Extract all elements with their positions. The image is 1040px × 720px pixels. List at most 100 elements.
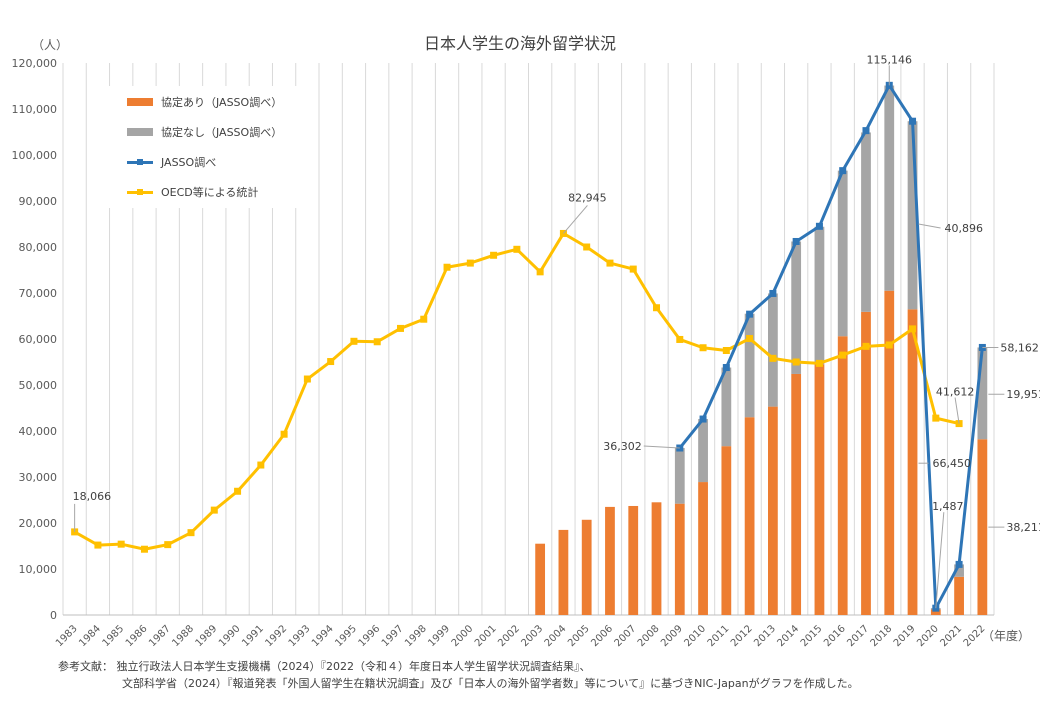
x-tick-label: 1995 [333, 623, 359, 649]
chart-title: 日本人学生の海外留学状況 [423, 34, 616, 53]
y-tick-label: 40,000 [19, 425, 58, 438]
jasso-point [699, 415, 707, 423]
x-tick-label: 1985 [101, 623, 127, 649]
oecd-point [815, 359, 823, 367]
data-label: 66,450 [933, 457, 972, 470]
bar-no-agreement [814, 226, 825, 365]
x-tick-label: 1988 [170, 623, 196, 649]
x-tick-label: 2009 [659, 623, 685, 649]
y-tick-label: 60,000 [19, 333, 58, 346]
data-label: 82,945 [568, 191, 607, 204]
y-tick-label: 110,000 [12, 103, 58, 116]
x-tick-label: 1992 [263, 623, 289, 649]
oecd-point [653, 304, 661, 312]
bar-agreement [698, 482, 708, 615]
jasso-point [955, 560, 963, 568]
data-label: 38,211 [1006, 521, 1040, 534]
y-axis-unit: （人） [32, 38, 69, 52]
x-tick-label: 2022 [962, 623, 988, 649]
x-tick-label: 2021 [938, 623, 964, 649]
bar-no-agreement [954, 564, 964, 577]
x-tick-label: 1996 [357, 623, 383, 649]
x-tick-label: 2008 [636, 623, 662, 649]
data-label-leader [954, 397, 960, 424]
jasso-point [839, 167, 847, 175]
x-tick-label: 1989 [194, 623, 220, 649]
x-tick-label: 1994 [310, 623, 336, 649]
oecd-point [583, 243, 591, 251]
jasso-point [909, 117, 917, 125]
x-tick-label: 1990 [217, 623, 243, 649]
x-tick-label: 1984 [77, 623, 103, 649]
bar-agreement [535, 543, 546, 615]
oecd-point [513, 245, 521, 253]
bar-no-agreement [698, 419, 708, 483]
jasso-point [815, 222, 823, 230]
bar-agreement [628, 505, 639, 615]
data-label: 18,066 [73, 490, 112, 503]
oecd-point [373, 338, 381, 346]
bar-no-agreement [861, 132, 871, 312]
y-tick-label: 80,000 [19, 241, 58, 254]
oecd-point [839, 351, 847, 359]
x-tick-label: 1983 [54, 623, 80, 649]
bar-agreement [605, 506, 615, 615]
bar-agreement [861, 311, 871, 615]
oecd-point [140, 545, 148, 553]
reference-note-1: 参考文献： 独立行政法人日本学生支援機構（2024）『2022（令和４）年度日本… [58, 660, 591, 673]
x-tick-label: 2005 [566, 623, 592, 649]
oecd-point [420, 315, 428, 323]
x-tick-label: 2015 [799, 623, 825, 649]
oecd-point [536, 268, 544, 276]
x-axis-unit: （年度） [982, 629, 1031, 643]
oecd-point [746, 335, 754, 343]
bar-agreement [581, 519, 592, 615]
jasso-line [678, 83, 984, 610]
x-tick-label: 2006 [589, 623, 615, 649]
y-tick-label: 90,000 [19, 195, 58, 208]
bar-no-agreement [791, 241, 802, 374]
bar-agreement [744, 417, 755, 615]
data-label: 36,302 [603, 440, 642, 453]
oecd-point [210, 506, 218, 514]
jasso-point [792, 237, 800, 245]
oecd-point [862, 342, 870, 350]
oecd-point [490, 251, 498, 259]
bar-no-agreement [744, 313, 755, 418]
x-tick-label: 2010 [682, 623, 708, 649]
x-tick-label: 2011 [706, 623, 732, 649]
oecd-line [73, 231, 960, 551]
bar-agreement [977, 439, 988, 615]
legend-label-jasso: JASSO調べ [161, 156, 217, 169]
chart-legend: 協定あり（JASSO調べ） 協定なし（JASSO調べ） JASSO調べ OECD… [103, 86, 308, 208]
x-tick-label: 2017 [845, 623, 871, 649]
data-label-leader [935, 512, 945, 609]
bar-agreement [767, 406, 778, 615]
x-tick-label: 1987 [147, 623, 173, 649]
data-label: 19,951 [1006, 388, 1040, 401]
bar-agreement [558, 529, 569, 615]
oecd-point [94, 541, 102, 549]
reference-notes: 参考文献： 独立行政法人日本学生支援機構（2024）『2022（令和４）年度日本… [58, 658, 859, 692]
bar-no-agreement [674, 448, 685, 504]
legend-swatch-agreement [127, 98, 153, 106]
x-tick-label: 2003 [519, 623, 545, 649]
y-tick-label: 120,000 [12, 57, 58, 70]
legend-label-no-agreement: 協定なし（JASSO調べ） [161, 126, 283, 139]
x-tick-label: 2018 [869, 623, 895, 649]
oecd-point [466, 259, 474, 267]
legend-marker-jasso [137, 159, 143, 165]
oecd-point [257, 461, 265, 469]
oecd-point [350, 337, 358, 345]
oecd-point [443, 263, 451, 271]
x-tick-label: 2016 [822, 623, 848, 649]
data-label: 58,162 [1000, 341, 1039, 354]
reference-note-2: 文部科学省（2024）『報道発表「外国人留学生在籍状況調査」及び「日本人の海外留… [122, 677, 859, 690]
bar-agreement [651, 502, 662, 615]
bar-no-agreement [837, 170, 848, 337]
oecd-point [164, 541, 172, 549]
bar-no-agreement [721, 367, 732, 447]
bar-no-agreement [977, 347, 988, 440]
jasso-point [722, 364, 730, 372]
